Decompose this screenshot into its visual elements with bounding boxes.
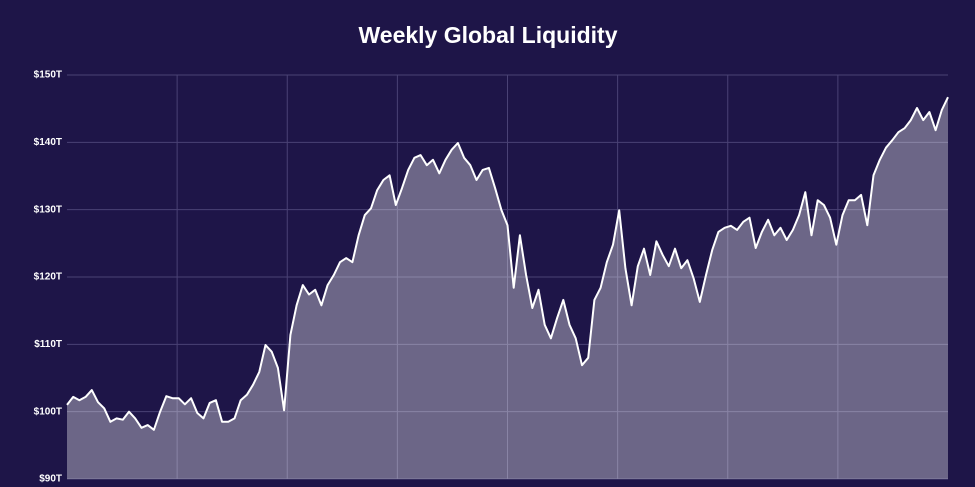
y-tick-label: $100T <box>34 406 62 417</box>
y-tick-label: $110T <box>34 339 62 350</box>
y-tick-label: $130T <box>34 204 62 215</box>
y-tick-label: $150T <box>34 70 62 81</box>
chart-title: Weekly Global Liquidity <box>358 22 617 48</box>
line <box>66 96 949 431</box>
y-tick-label: $90T <box>39 474 62 485</box>
y-tick-label: $120T <box>34 272 62 283</box>
y-tick-label: $140T <box>34 137 62 148</box>
